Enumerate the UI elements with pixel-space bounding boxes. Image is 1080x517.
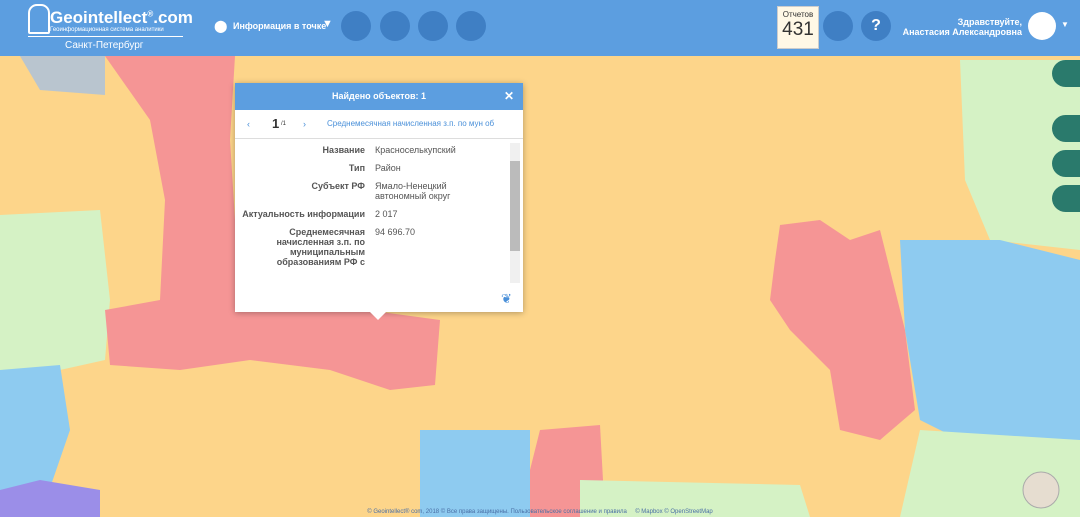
logo-icon [28, 4, 50, 34]
layers-button[interactable] [456, 11, 486, 41]
user-name: Анастасия Александровна [902, 27, 1022, 37]
divider [28, 36, 183, 37]
attribute-name: Субъект РФ [311, 181, 366, 191]
help-button[interactable]: ? [861, 11, 891, 41]
close-button[interactable]: ✕ [503, 89, 514, 103]
attribute-value: Ямало-Ненецкий автономный округ [375, 181, 451, 201]
attribute-name: Актуальность информации [242, 209, 365, 219]
attribute-row: Название Красноселькупский [235, 145, 523, 155]
reports-count: 431 [782, 19, 814, 40]
popup-pointer [370, 312, 386, 320]
dropdown-arrow[interactable]: ▼ [322, 18, 333, 30]
footer: © Geointellect® com, 2018 © Все права за… [367, 509, 713, 515]
attribute-row: Тип Район [235, 163, 523, 173]
attribute-value: Район [375, 163, 401, 173]
logo-suffix: .com [153, 8, 193, 27]
mode-select[interactable]: Информация в точке [233, 21, 327, 31]
education-button[interactable] [380, 11, 410, 41]
avatar[interactable] [1028, 12, 1056, 40]
attribute-row: Среднемесячная начисленная з.п. по муниц… [235, 227, 523, 267]
map-tab[interactable] [1052, 150, 1080, 177]
page-current: 1 [272, 116, 280, 131]
attribute-name: Тип [348, 163, 365, 173]
popup-title: Найдено объектов: 1 [331, 91, 427, 101]
butterfly-icon[interactable]: ❦ [501, 291, 512, 306]
stats-button[interactable] [418, 11, 448, 41]
reports-box[interactable]: Отчетов 431 [777, 6, 819, 49]
logo[interactable]: Geointellect®.com [50, 8, 193, 28]
next-button[interactable]: › [303, 119, 306, 129]
greeting: Здравствуйте, Анастасия Александровна [903, 17, 1022, 37]
popup-nav: ‹ 1 /1 › Среднемесячная начисленная з.п.… [235, 110, 523, 139]
search-button[interactable] [823, 11, 853, 41]
phone-tab[interactable] [1052, 60, 1080, 87]
chart-tab[interactable] [1052, 185, 1080, 212]
logo-reg: ® [147, 9, 154, 19]
attribute-row: Субъект РФ Ямало-Ненецкий автономный окру… [235, 181, 523, 201]
pin-icon: ⬤ [214, 19, 228, 33]
attribute-value: 94 696.70 [375, 227, 416, 237]
attribute-name: Среднемесячная начисленная з.п. по муниц… [276, 227, 365, 267]
eraser-tab[interactable] [1052, 115, 1080, 142]
attribute-value: 2 017 [375, 209, 398, 219]
scrollbar[interactable] [510, 143, 520, 283]
popup-header: Найдено объектов: 1 ✕ [235, 83, 523, 110]
reports-label: Отчетов [782, 10, 814, 19]
logo-name: Geointellect [50, 8, 148, 27]
greeting-text: Здравствуйте, [957, 17, 1022, 27]
top-bar: Geointellect®.com Геоинформационная сист… [0, 0, 1080, 56]
layer-button[interactable] [341, 11, 371, 41]
logo-tagline: Геоинформационная система аналитики [50, 27, 164, 33]
attribute-value: Красноселькупский [375, 145, 456, 155]
info-popup: Найдено объектов: 1 ✕ ‹ 1 /1 › Среднемеся… [235, 83, 523, 320]
user-menu-arrow[interactable]: ▼ [1061, 20, 1069, 29]
page-total: /1 [281, 121, 287, 127]
prev-button[interactable]: ‹ [247, 119, 250, 129]
attribute-name: Название [322, 145, 365, 155]
layer-name: Среднемесячная начисленная з.п. по мун о… [327, 119, 495, 128]
city[interactable]: Санкт-Петербург [65, 40, 144, 51]
scroll-thumb[interactable] [510, 161, 520, 251]
attribute-table: Название Красноселькупский Тип Район Субъект… [235, 139, 523, 281]
attribute-row: Актуальность информации 2 017 [235, 209, 523, 219]
